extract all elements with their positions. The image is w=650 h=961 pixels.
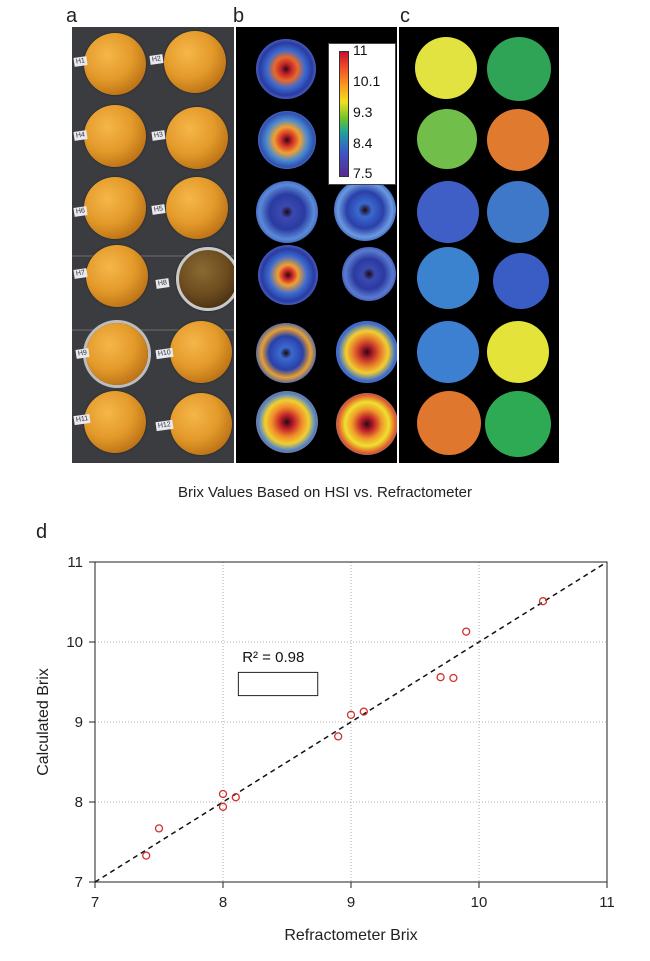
hsi-map-h1 — [256, 39, 316, 99]
tray-divider — [72, 329, 234, 331]
data-point — [334, 732, 343, 741]
y-tick-label: 8 — [75, 794, 83, 811]
data-point — [449, 673, 458, 683]
hsi-map-panel: 11 10.1 9.3 8.4 7.5 — [236, 27, 397, 463]
r2-annotation: R² = 0.98 — [242, 649, 304, 666]
hsi-map-h10 — [336, 321, 397, 383]
hsi-map-h12 — [336, 393, 397, 455]
fruit-h8 — [176, 247, 234, 311]
y-tick-label: 11 — [67, 554, 83, 571]
x-tick-label: 8 — [219, 894, 227, 911]
data-point — [462, 627, 471, 636]
y-axis-label: Calculated Brix — [35, 668, 52, 776]
scatter-chart: 7 8 9 10 11 7 8 9 10 11 R² = 0.98 Refractometer B… — [35, 554, 615, 944]
data-point — [436, 673, 445, 682]
fit-line — [94, 561, 608, 883]
brix-swatch-h7 — [417, 247, 479, 309]
fruit-label: H2 — [149, 54, 164, 65]
colorbar-tick: 9.3 — [353, 104, 373, 120]
fruit-h11 — [84, 391, 146, 453]
data-point — [218, 802, 228, 811]
fruit-h1 — [84, 33, 146, 95]
axis-ticks: 7 8 9 10 11 7 8 9 10 11 — [66, 554, 614, 911]
colorbar-tick: 8.4 — [353, 135, 373, 151]
fruit-label: H5 — [151, 204, 166, 215]
hsi-map-h5 — [334, 179, 396, 241]
brix-swatch-h12 — [485, 391, 551, 457]
x-tick-label: 10 — [471, 894, 488, 911]
brix-class-panel — [399, 27, 559, 463]
data-point — [154, 824, 164, 833]
brix-swatch-h8 — [493, 253, 549, 309]
data-point — [142, 851, 151, 860]
panel-letter-c: c — [400, 5, 410, 27]
panel-letter-b: b — [233, 5, 245, 27]
fruit-h4 — [84, 105, 146, 167]
fruit-h7 — [86, 245, 148, 307]
colorbar-tick: 11 — [353, 42, 368, 58]
brix-swatch-h4 — [417, 109, 477, 169]
fruit-h5 — [166, 177, 228, 239]
x-tick-label: 7 — [91, 894, 99, 911]
fruit-photo-panel: H1 H2 H4 H3 H6 H5 H7 H8 H9 H10 H11 H12 — [72, 27, 234, 463]
fruit-label: H8 — [155, 278, 170, 289]
chart-title: Brix Values Based on HSI vs. Refractomet… — [177, 484, 472, 501]
brix-swatch-h6 — [417, 181, 479, 243]
x-tick-label: 11 — [599, 894, 615, 911]
brix-swatch-h2 — [487, 37, 551, 101]
tray-divider — [72, 255, 234, 257]
fruit-label: H6 — [73, 206, 88, 217]
colorbar-gradient — [339, 51, 349, 177]
fruit-label: H9 — [75, 348, 90, 359]
fruit-label: H7 — [73, 268, 88, 279]
data-points — [142, 597, 548, 860]
hsi-map-h8 — [342, 247, 396, 301]
colorbar-legend: 11 10.1 9.3 8.4 7.5 — [328, 43, 396, 185]
y-tick-label: 7 — [75, 874, 83, 891]
fruit-h6 — [84, 177, 146, 239]
fruit-h2 — [164, 31, 226, 93]
fruit-label: H3 — [151, 130, 166, 141]
data-point — [538, 597, 548, 606]
colorbar-tick: 10.1 — [353, 73, 381, 89]
y-tick-label: 10 — [66, 634, 83, 651]
brix-swatch-h3 — [487, 109, 549, 171]
hsi-map-h11 — [256, 391, 318, 453]
panel-letter-a: a — [66, 5, 78, 27]
brix-swatch-h9 — [417, 321, 479, 383]
brix-swatch-h1 — [415, 37, 477, 99]
brix-swatch-h10 — [487, 321, 549, 383]
r2-box — [237, 671, 319, 697]
y-tick-label: 9 — [75, 714, 83, 731]
hsi-map-h9 — [256, 323, 316, 383]
fruit-h12 — [170, 393, 232, 455]
data-point — [218, 789, 228, 799]
x-axis-label: Refractometer Brix — [284, 927, 417, 944]
brix-swatch-h11 — [417, 391, 481, 455]
fruit-label: H4 — [73, 130, 88, 141]
data-point — [359, 707, 368, 716]
hsi-map-h7 — [258, 245, 318, 305]
fruit-h10 — [170, 321, 232, 383]
brix-swatch-h5 — [487, 181, 549, 243]
x-tick-label: 9 — [347, 894, 355, 911]
data-point — [346, 710, 356, 719]
hsi-map-h6 — [256, 181, 318, 243]
hsi-map-h4 — [258, 111, 316, 169]
panel-letter-d: d — [36, 521, 48, 543]
colorbar-tick: 7.5 — [353, 165, 373, 181]
fruit-label: H1 — [73, 56, 88, 67]
fruit-h9 — [86, 323, 148, 385]
data-point — [231, 793, 240, 802]
fruit-h3 — [166, 107, 228, 169]
